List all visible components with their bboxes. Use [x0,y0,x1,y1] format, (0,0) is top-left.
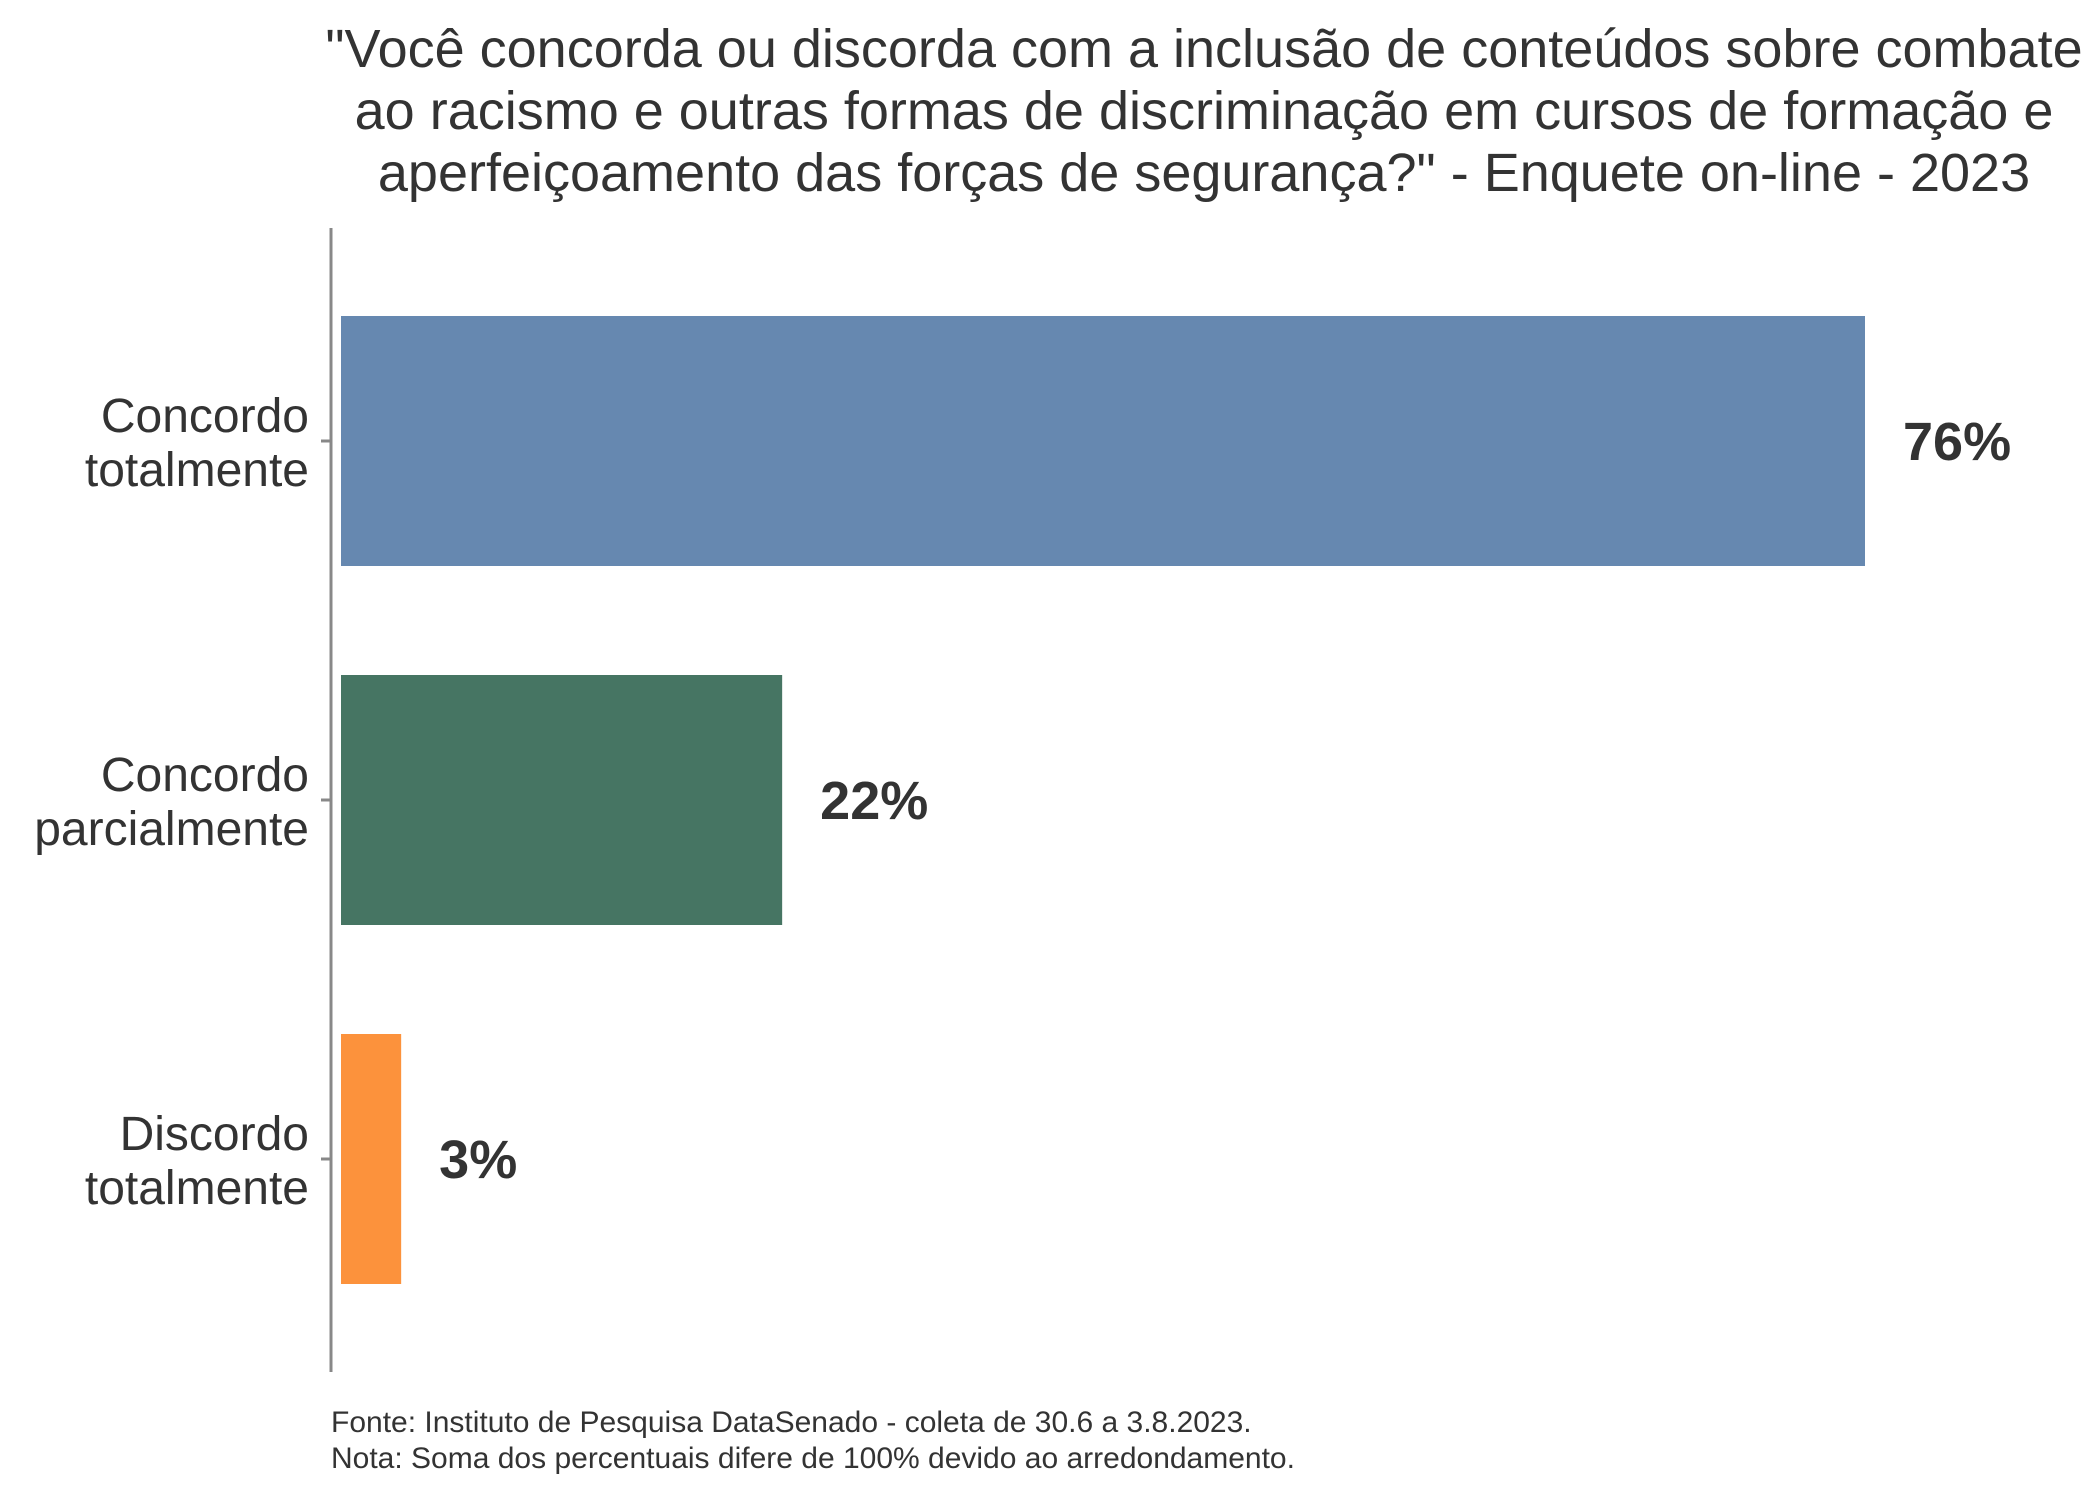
category-label: totalmente [85,444,309,497]
category-label: totalmente [85,1162,309,1215]
title-line: ao racismo e outras formas de discrimina… [355,81,2054,141]
source-note: Fonte: Instituto de Pesquisa DataSenado … [331,1406,1252,1439]
bar [341,316,1865,566]
category-label: Concordo [101,390,309,443]
title-line: "Você concorda ou discorda com a inclusã… [325,19,2082,79]
category-label: Concordo [101,749,309,802]
bar [341,1034,402,1284]
footnotes: Fonte: Instituto de Pesquisa DataSenado … [331,1406,1295,1475]
rounding-note: Nota: Soma dos percentuais difere de 100… [331,1442,1295,1475]
title-line: aperfeiçoamento das forças de segurança?… [378,143,2030,203]
bar [341,675,783,925]
category-label: parcialmente [34,803,309,856]
data-label: 22% [820,771,928,831]
data-label: 3% [439,1130,517,1190]
chart-title: "Você concorda ou discorda com a inclusã… [325,19,2082,203]
category-label: Discordo [120,1108,309,1161]
data-label: 76% [1903,412,2011,472]
